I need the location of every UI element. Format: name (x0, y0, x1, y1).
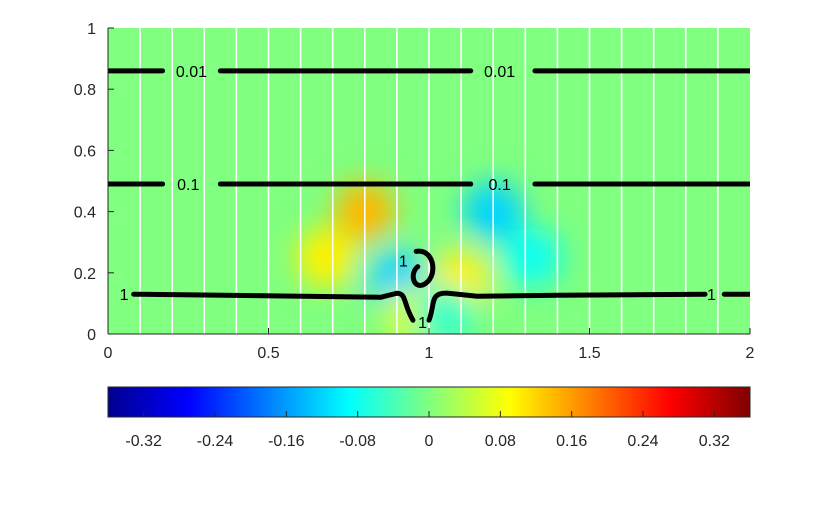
contour-lines (108, 68, 750, 323)
flow-lines (139, 28, 719, 334)
plot-area: 0.01 0.01 0.1 0.1 1 1 1 1 (108, 28, 750, 334)
contour-label: 0.1 (488, 177, 510, 194)
colorbar-tick-label: 0 (425, 433, 434, 450)
anomaly-blob (501, 227, 562, 288)
colorbar-tick-label: -0.32 (125, 433, 162, 450)
contour-line (131, 248, 750, 323)
y-tick-label: 0 (87, 327, 96, 344)
x-tick-label: 0 (104, 345, 113, 362)
x-tick-label: 1 (425, 345, 434, 362)
y-tick-label: 0.6 (74, 143, 96, 160)
x-tick-label: 1.5 (578, 345, 600, 362)
x-tick-label: 2 (746, 345, 755, 362)
anomaly-blob (296, 227, 357, 288)
colorbar-tick-label: -0.16 (268, 433, 305, 450)
contour-label: 1 (707, 287, 716, 304)
colorbar-tick-label: 0.08 (485, 433, 516, 450)
contour-label: 0.01 (176, 64, 207, 81)
colorbar-tick-label: 0.24 (627, 433, 658, 450)
contour-labels: 0.01 0.01 0.1 0.1 1 1 1 1 (120, 64, 716, 332)
y-tick-label: 1 (87, 21, 96, 38)
contour-label: 0.1 (177, 177, 199, 194)
contour-label: 1 (418, 315, 427, 332)
colorbar: -0.32 -0.24 -0.16 -0.08 0 0.08 0.16 0.24 0.32 (107, 386, 751, 450)
colorbar-tick-label: -0.24 (197, 433, 234, 450)
x-tick-label: 0.5 (257, 345, 279, 362)
colorbar-tick-label: -0.08 (339, 433, 376, 450)
contour-label: 1 (120, 287, 129, 304)
x-axis-ticks: 0 0.5 1 1.5 2 (104, 328, 755, 362)
y-tick-label: 0.8 (74, 82, 96, 99)
colorbar-ticks: -0.32 -0.24 -0.16 -0.08 0 0.08 0.16 0.24 0.32 (125, 411, 730, 450)
contour-label: 1 (399, 254, 408, 271)
colorbar-tick-label: 0.32 (699, 433, 730, 450)
y-tick-label: 0.4 (74, 205, 96, 222)
contour-label: 0.01 (484, 64, 515, 81)
y-tick-label: 0.2 (74, 266, 96, 283)
axes: 0 0.5 1 1.5 2 0 0.2 0.4 0.6 0.8 1 (74, 21, 755, 362)
colorbar-tick-label: 0.16 (556, 433, 587, 450)
y-axis-ticks: 0 0.2 0.4 0.6 0.8 1 (74, 21, 114, 344)
